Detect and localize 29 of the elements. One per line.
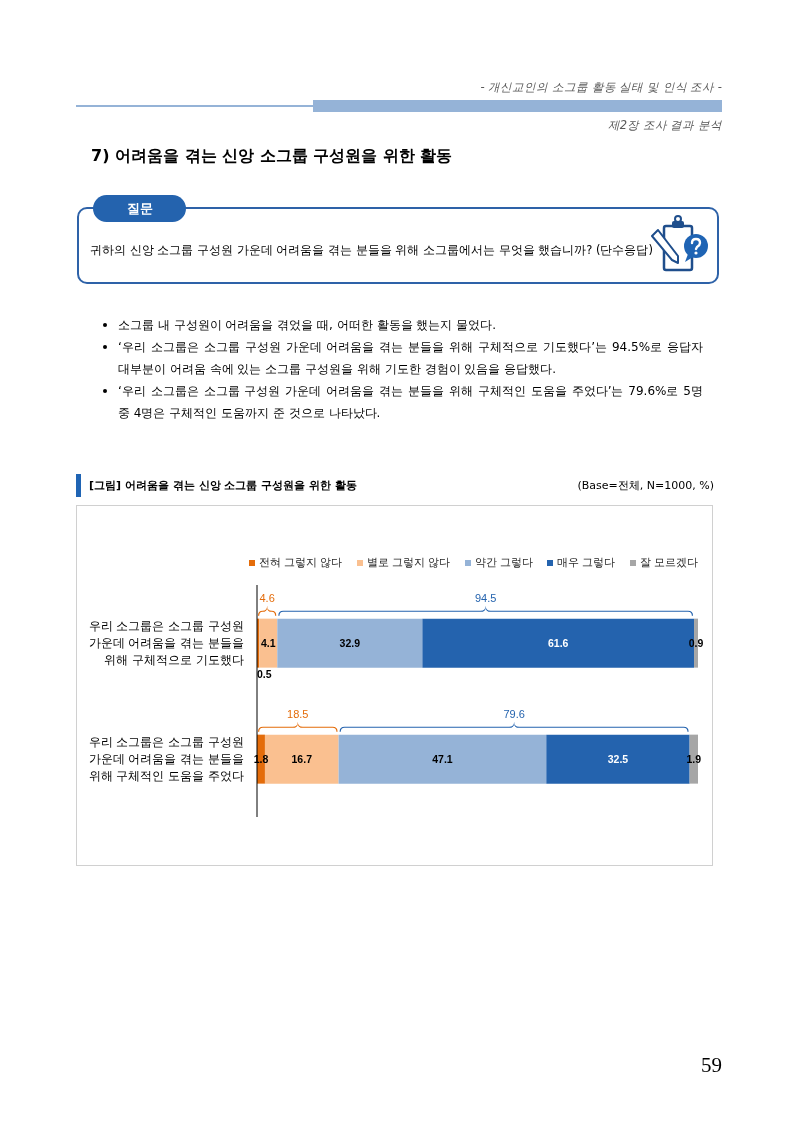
data-label: 16.7 [291,753,313,766]
chart-subtitle: (Base=전체, N=1000, %) [577,479,714,492]
data-label: 32.9 [339,637,361,650]
data-label: 4.1 [260,637,276,650]
y-tick-label: 우리 소그룹은 소그룹 구성원 가운데 어려움을 겪는 분들을 위해 구체적으로 기도했다 [88,619,244,667]
text: ‘우리 소그룹은 소그룹 구성원 가운데 어려움을 겪는 분들을 위해 구체적인 도움을 주었다’는 79.6%로 5명 중 4명은 구체적인 도움까지 준 것으로 나타났다. [118,384,703,420]
annotation: 94.5 [474,591,497,604]
text: 7) 어려움을 겪는 신앙 소그룹 구성원을 위한 활동 [91,146,453,165]
text: - 개신교인의 소그룹 활동 실태 및 인식 조사 - [480,80,722,94]
legend-label: 약간 그렇다 [474,556,533,569]
chart-title: [그림] 어려움을 겪는 신앙 소그룹 구성원을 위한 활동 [89,479,357,492]
text: ‘우리 소그룹은 소그룹 구성원 가운데 어려움을 겪는 분들을 위해 구체적으로 기도했다’는 94.5%로 응답자 대부분이 어려움 속에 있는 소그룹 구성원을 위해 기도한 경험이 있음을 응답했다. [118,340,703,376]
annotation: 4.6 [259,591,275,604]
legend-label: 별로 그렇지 않다 [366,556,451,569]
text: 질문 [126,201,153,216]
data-label: 0.5 [257,667,272,680]
data-label: 32.5 [607,753,629,766]
legend-label: 잘 모르겠다 [639,556,698,569]
legend-label: 전혀 그렇지 않다 [258,556,343,569]
data-label: 47.1 [432,753,453,766]
annotation: 18.5 [287,707,309,720]
y-tick-label: 우리 소그룹은 소그룹 구성원 가운데 어려움을 겪는 분들을 위해 구체적인 도움을 주었다 [88,735,244,783]
data-label: 61.6 [547,637,569,650]
annotation: 79.6 [503,707,525,720]
text: 소그룹 내 구성원이 어려움을 겪었을 때, 어떠한 활동을 했는지 물었다. [118,318,496,332]
text: 귀하의 신앙 소그룹 구성원 가운데 어려움을 겪는 분들을 위해 소그룹에서는 무엇을 했습니까? (단수응답) [90,243,653,257]
legend-label: 매우 그렇다 [557,556,616,569]
text: 59 [701,1053,722,1077]
text: 제2장 조사 결과 분석 [607,118,722,132]
